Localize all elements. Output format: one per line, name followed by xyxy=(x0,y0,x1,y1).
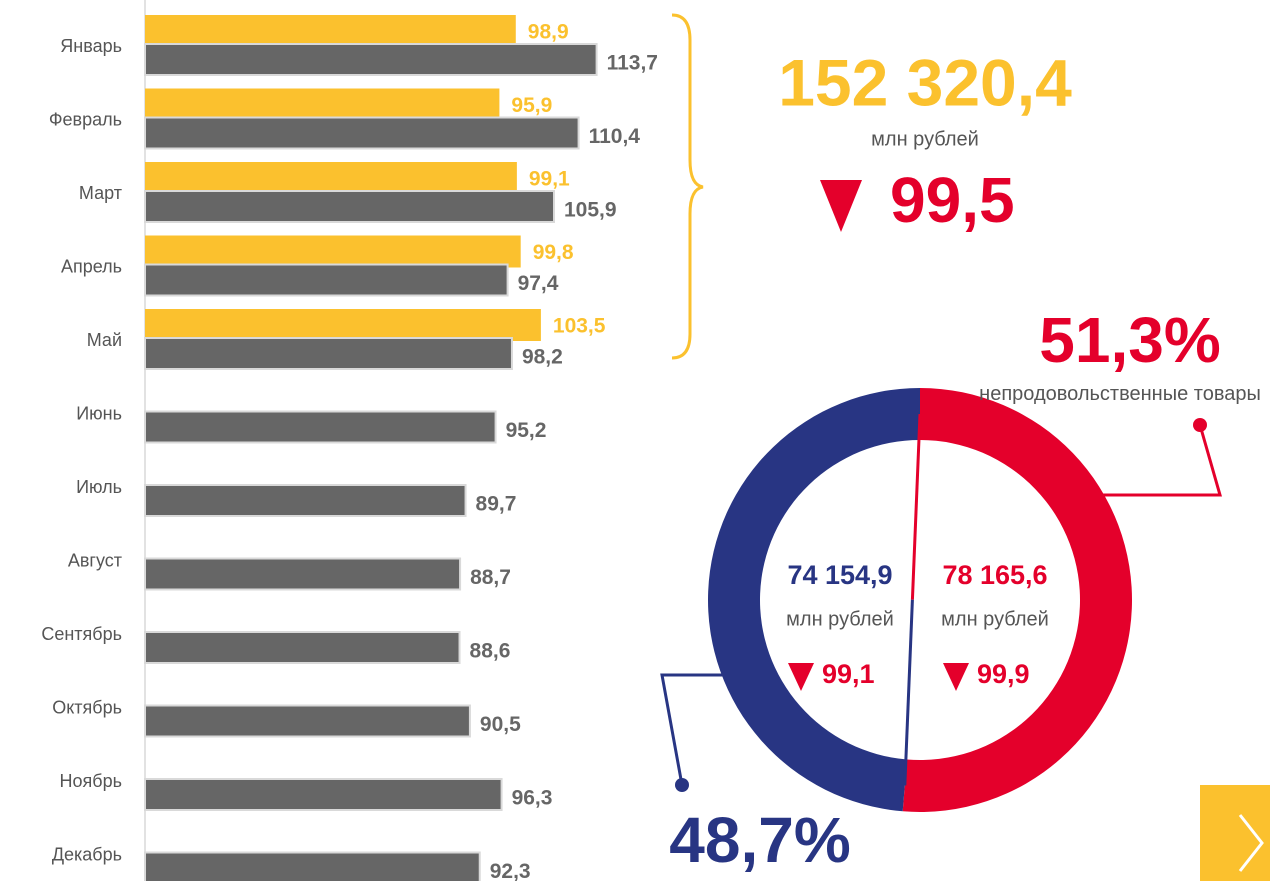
percent-label: 51,3% xyxy=(1039,304,1220,376)
category-label: Февраль xyxy=(49,109,122,129)
bar xyxy=(144,410,497,444)
value-label: 90,5 xyxy=(480,713,521,736)
amount: 78 165,6 xyxy=(942,560,1047,590)
next-button[interactable] xyxy=(1200,785,1270,881)
bar xyxy=(144,43,598,76)
value-label: 89,7 xyxy=(476,493,517,516)
down-triangle xyxy=(820,180,862,232)
value-label: 99,8 xyxy=(533,241,574,264)
category-label: Май xyxy=(87,330,122,350)
callout-dot xyxy=(675,778,689,792)
bracket xyxy=(671,13,704,360)
amount: 74 154,9 xyxy=(787,560,892,590)
bar xyxy=(144,778,503,811)
bar xyxy=(144,484,467,517)
bar xyxy=(144,557,462,591)
value-label: 113,7 xyxy=(607,52,658,75)
donut-segment xyxy=(902,388,1133,812)
donut-segment xyxy=(708,388,920,812)
total-index: 99,5 xyxy=(890,164,1015,236)
bar xyxy=(144,704,471,738)
callout-line xyxy=(1100,424,1222,497)
amount-unit: млн рублей xyxy=(941,608,1049,630)
chevron xyxy=(1238,814,1264,872)
category-label: Март xyxy=(79,183,122,203)
down-triangle xyxy=(943,663,969,691)
value-label: 97,4 xyxy=(518,272,559,295)
category-label: Январь xyxy=(60,36,122,56)
category-label: Апрель xyxy=(61,256,122,276)
category-label: Сентябрь xyxy=(41,624,122,644)
callout-dot xyxy=(1193,418,1207,432)
category-label: Декабрь xyxy=(52,844,122,864)
percent-label: 48,7% xyxy=(669,804,850,876)
bar xyxy=(144,851,481,881)
bar xyxy=(145,309,541,341)
value-label: 88,7 xyxy=(470,566,511,589)
category-label: Июль xyxy=(76,477,122,497)
index: 99,1 xyxy=(822,659,875,689)
divider xyxy=(903,599,914,786)
callout-line xyxy=(660,673,725,786)
total: 152 320,4 xyxy=(778,45,1072,119)
value-label: 96,3 xyxy=(512,787,553,810)
value-label: 103,5 xyxy=(553,315,606,338)
bar xyxy=(144,263,509,297)
bar xyxy=(144,116,580,150)
value-label: 99,1 xyxy=(529,168,570,191)
segment-name: непродовольственные товары xyxy=(979,383,1261,405)
bar xyxy=(144,190,556,223)
value-label: 98,2 xyxy=(522,346,563,369)
bar xyxy=(144,631,461,664)
amount-unit: млн рублей xyxy=(786,608,894,630)
bar xyxy=(145,162,517,194)
value-label: 95,9 xyxy=(511,94,552,117)
divider xyxy=(910,413,922,600)
bar xyxy=(145,88,500,121)
value-label: 105,9 xyxy=(564,199,617,222)
value-label: 95,2 xyxy=(506,419,547,442)
down-triangle xyxy=(788,663,814,691)
index: 99,9 xyxy=(977,659,1030,689)
category-label: Август xyxy=(68,550,122,570)
value-label: 110,4 xyxy=(589,125,641,148)
value-label: 92,3 xyxy=(490,860,531,881)
category-label: Октябрь xyxy=(52,697,122,717)
bar xyxy=(144,337,513,370)
bar xyxy=(145,15,516,47)
bar xyxy=(145,235,521,268)
category-label: Июнь xyxy=(76,403,122,423)
total-unit: млн рублей xyxy=(871,128,979,150)
value-label: 88,6 xyxy=(470,640,511,663)
category-label: Ноябрь xyxy=(60,771,122,791)
value-label: 98,9 xyxy=(528,21,569,44)
